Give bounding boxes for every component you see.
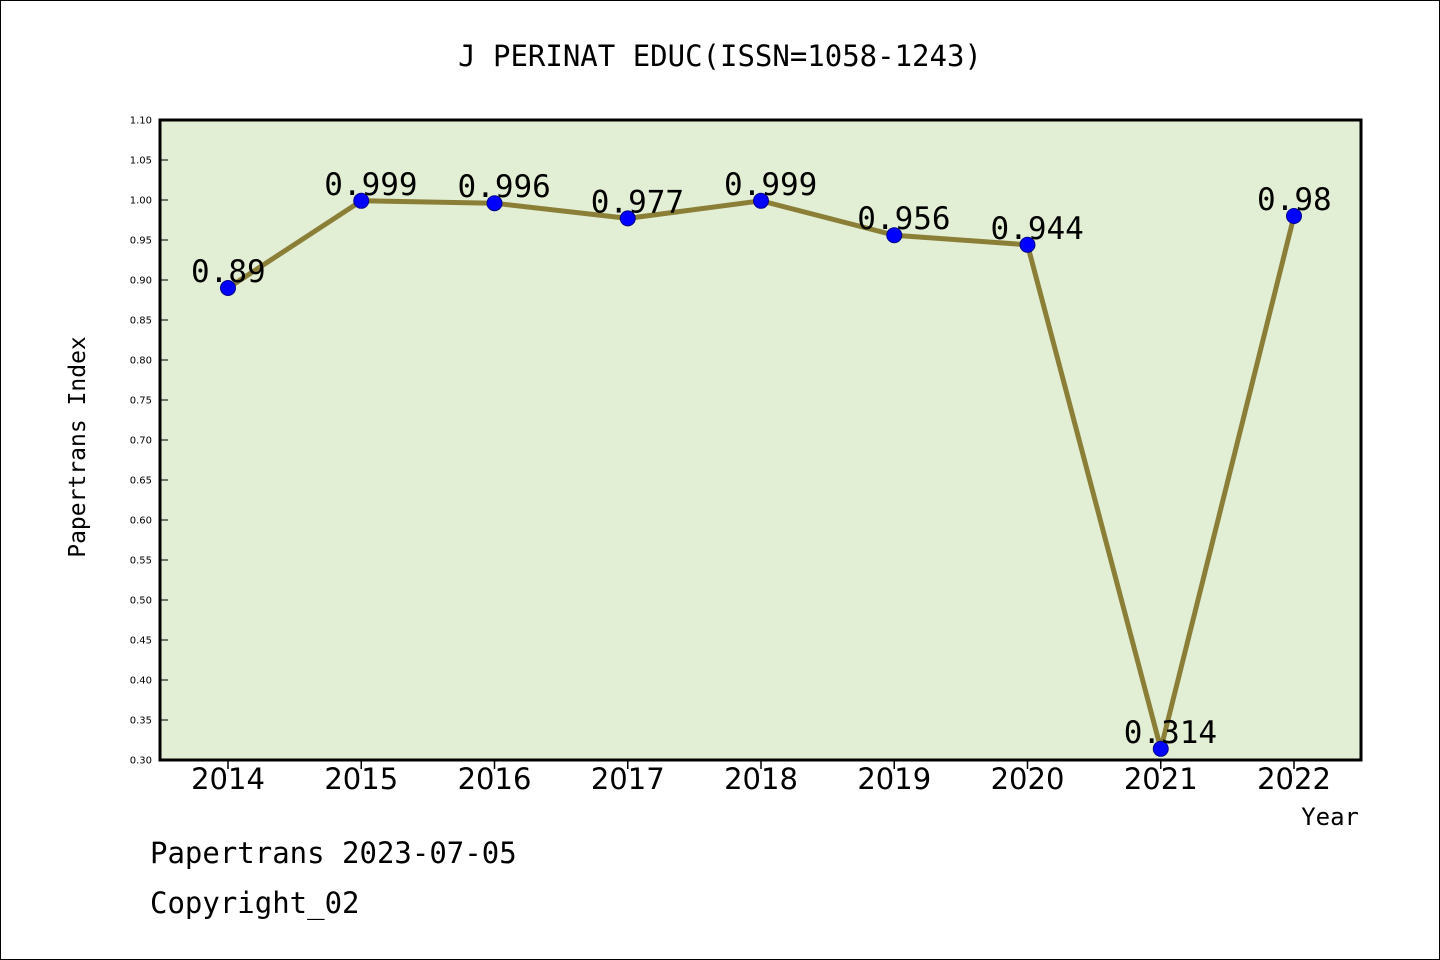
data-point (486, 195, 503, 212)
footer-copyright-text: Copyright_02 (150, 886, 360, 920)
data-label: 0.98 (1257, 182, 1332, 218)
y-tick-label: 0.90 (130, 276, 152, 287)
y-tick-label: 0.70 (130, 436, 152, 447)
plot-area (158, 118, 1363, 762)
y-tick-label: 1.05 (130, 156, 152, 167)
x-tick-label: 2016 (458, 762, 532, 796)
footer-date-text: Papertrans 2023-07-05 (150, 836, 517, 870)
data-point (886, 227, 903, 244)
data-point (1019, 236, 1036, 253)
data-label: 0.999 (324, 167, 417, 203)
data-label: 0.977 (591, 184, 684, 220)
x-tick-label: 2015 (324, 762, 398, 796)
y-tick-label: 0.65 (130, 476, 152, 487)
y-tick-label: 0.35 (130, 716, 152, 727)
data-point (353, 192, 370, 209)
y-tick-label: 0.80 (130, 356, 152, 367)
x-tick-label: 2018 (724, 762, 798, 796)
data-markers (220, 192, 1302, 757)
y-tick-label: 0.85 (130, 316, 152, 327)
y-axis-ticks: 0.30 0.35 0.40 0.45 0.50 0.55 0.60 0.65 0.70 0.75… (130, 116, 168, 767)
data-point (753, 192, 769, 209)
data-label: 0.314 (1124, 715, 1217, 751)
x-tick-label: 2022 (1257, 762, 1331, 796)
data-point (1286, 208, 1302, 224)
y-tick-label: 0.75 (130, 396, 152, 407)
x-axis-label: Year (1301, 803, 1359, 831)
y-tick-label: 0.60 (130, 516, 152, 527)
data-label: 0.89 (191, 254, 266, 290)
x-tick-label: 2019 (857, 762, 931, 796)
y-tick-label: 1.00 (130, 196, 152, 207)
y-tick-label: 0.50 (130, 596, 152, 607)
data-label: 0.944 (991, 211, 1084, 247)
x-tick-label: 2014 (191, 762, 265, 796)
data-point (220, 280, 236, 296)
x-tick-label: 2020 (991, 762, 1065, 796)
data-point (619, 210, 636, 227)
y-axis-label: Papertrans Index (65, 336, 91, 558)
y-tick-label: 0.95 (130, 236, 152, 247)
x-tick-label: 2021 (1124, 762, 1198, 796)
x-axis-ticks: 2014 2015 2016 2017 2018 2019 2020 2021 2022 (191, 760, 1331, 796)
data-label: 0.999 (724, 167, 817, 203)
data-label: 0.956 (857, 201, 950, 237)
x-tick-label: 2017 (591, 762, 665, 796)
data-labels: 0.89 0.999 0.996 0.977 0.999 0.956 0.944 0.314 0… (191, 167, 1332, 751)
chart-title: J PERINAT EDUC(ISSN=1058-1243) (458, 39, 982, 73)
y-tick-label: 0.30 (130, 756, 152, 767)
data-label: 0.996 (458, 169, 551, 205)
y-tick-label: 1.10 (130, 116, 152, 127)
y-tick-label: 0.45 (130, 636, 152, 647)
y-tick-label: 0.40 (130, 676, 152, 687)
y-tick-label: 0.55 (130, 556, 152, 567)
data-point (1152, 740, 1169, 757)
